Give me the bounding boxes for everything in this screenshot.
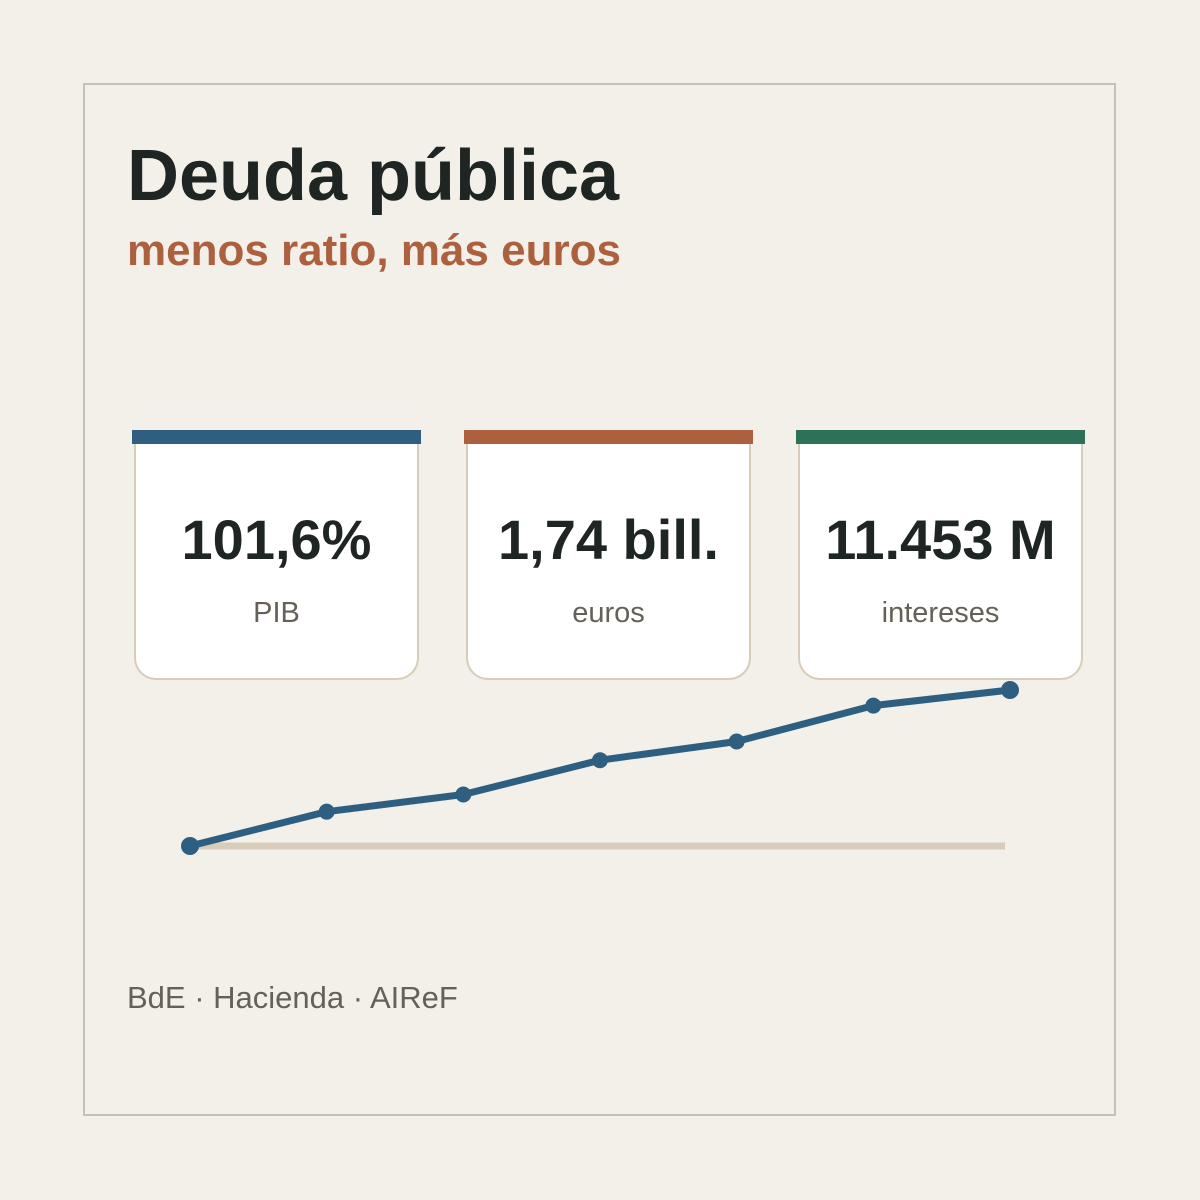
data-point bbox=[455, 786, 472, 803]
stat-card-box bbox=[466, 444, 751, 680]
data-point bbox=[1001, 681, 1019, 699]
card-frame bbox=[83, 83, 1116, 1116]
stat-value: 1,74 bill. bbox=[498, 508, 719, 571]
data-point bbox=[865, 697, 882, 714]
data-point bbox=[318, 803, 335, 820]
stat-card-euros: 1,74 bill. euros bbox=[464, 430, 753, 680]
data-point bbox=[592, 752, 608, 769]
data-point bbox=[728, 733, 745, 750]
stat-card-pib: 101,6% PIB bbox=[132, 430, 421, 680]
data-point bbox=[181, 837, 199, 855]
stat-card-intereses: 11.453 M intereses bbox=[796, 430, 1085, 680]
stat-label: intereses bbox=[881, 597, 1000, 629]
stat-label: euros bbox=[572, 597, 645, 629]
page-subtitle: menos ratio, más euros bbox=[127, 226, 621, 275]
stat-label: PIB bbox=[253, 597, 300, 629]
stat-value: 101,6% bbox=[181, 508, 372, 571]
stat-card-box bbox=[134, 444, 419, 680]
stat-card-accent-bar bbox=[464, 430, 753, 444]
series-points bbox=[181, 681, 1019, 855]
source-note: BdE · Hacienda · AIReF bbox=[127, 980, 458, 1015]
stat-card-accent-bar bbox=[132, 430, 421, 444]
page-title: Deuda pública bbox=[127, 136, 620, 216]
stat-card-accent-bar bbox=[796, 430, 1085, 444]
stat-card-box bbox=[798, 444, 1083, 680]
stat-value: 11.453 M bbox=[825, 508, 1056, 571]
